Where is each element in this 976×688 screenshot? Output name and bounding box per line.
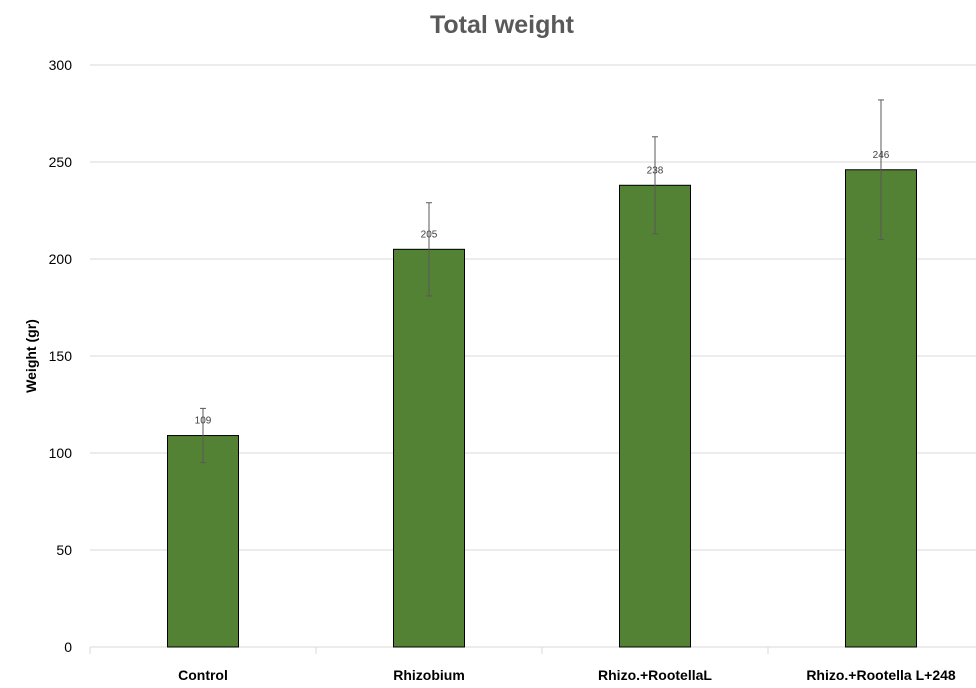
bars (167, 169, 917, 648)
x-tick-label: Rhizo.+RootellaL (598, 667, 712, 683)
data-label: 246 (873, 150, 890, 161)
data-label: 205 (421, 229, 438, 240)
data-label: 109 (195, 416, 212, 427)
bar (393, 248, 465, 648)
data-label: 238 (647, 165, 664, 176)
bar (619, 184, 691, 648)
x-tick-label: Control (178, 667, 228, 683)
x-tick-labels: Control Rhizobium Rhizo.+RootellaL Rhizo.+R… (178, 667, 956, 683)
y-tick-label: 250 (49, 154, 73, 170)
x-tick-label: Rhizo.+Rootella L+248 (806, 667, 956, 683)
error-bars (200, 99, 884, 464)
y-tick-label: 150 (49, 348, 73, 364)
bar (845, 169, 917, 648)
y-tick-labels: 0 50 100 150 200 250 300 (49, 57, 73, 655)
y-axis-label: Weight (gr) (23, 319, 39, 393)
bar (167, 435, 239, 648)
y-tick-label: 300 (49, 57, 73, 73)
y-tick-label: 0 (64, 639, 72, 655)
data-labels: 109 205 238 246 (195, 150, 890, 427)
y-tick-label: 100 (49, 445, 73, 461)
x-tick-label: Rhizobium (393, 667, 465, 683)
y-tick-label: 200 (49, 251, 73, 267)
chart-title: Total weight (430, 11, 575, 39)
y-tick-label: 50 (56, 542, 72, 558)
